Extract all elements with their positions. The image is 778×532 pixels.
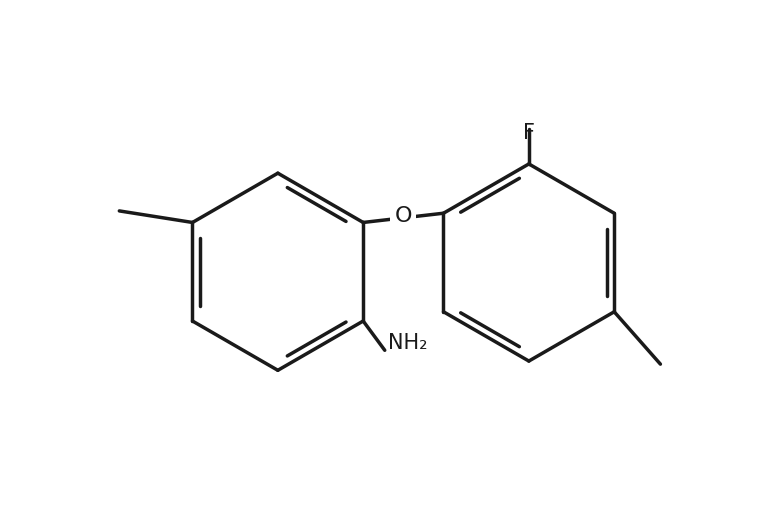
Text: F: F (523, 123, 534, 143)
Text: NH₂: NH₂ (387, 332, 427, 353)
Text: O: O (394, 205, 412, 226)
